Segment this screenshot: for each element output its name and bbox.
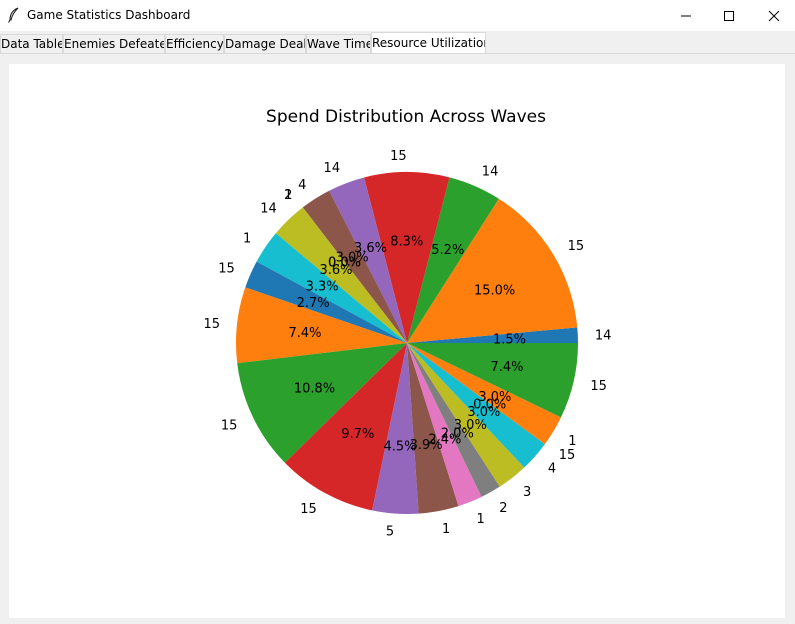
slice-label: 1 [284,188,292,203]
slice-percent-label: 3.0% [478,390,511,405]
pie-slice [407,343,459,514]
pie-slice [329,177,407,343]
slice-percent-label: 0.0% [328,256,361,271]
pie-slice [407,343,578,418]
pie-slice [407,198,578,343]
tab-bar: Data Table Enemies Defeated Efficiency D… [0,31,795,54]
slice-percent-label: 2.4% [428,432,461,447]
pie-slice [407,343,561,445]
slice-label: 1 [477,512,485,527]
tab-divider [0,53,795,54]
tab-damage-dealt[interactable]: Damage Dealt [224,34,306,54]
slice-label: 2 [499,501,507,516]
slice-label: 5 [386,525,394,540]
slice-percent-label: 0.0% [328,256,361,271]
pie-slice [275,207,407,343]
pie-slice [235,287,407,364]
pie-chart: Spend Distribution Across Waves 141.5%15… [203,107,611,540]
pie-slice [364,171,450,343]
pie-slice [407,343,500,497]
pie-slice [256,233,407,343]
slice-label: 1 [243,231,251,246]
pie-slice [407,343,525,487]
slice-label: 15 [568,239,585,254]
minimize-icon [681,15,691,17]
slice-percent-label: 10.8% [294,381,335,396]
pie-slice [407,177,499,343]
pie-slices [235,171,578,515]
maximize-button[interactable] [706,0,752,31]
pie-slice [284,343,407,511]
slice-label: 14 [595,328,612,343]
slice-percent-label: 3.0% [467,405,500,420]
slice-label: 15 [590,379,607,394]
tab-resource-utilization[interactable]: Resource Utilization [371,32,486,54]
pie-slice [302,190,407,343]
tab-data-table[interactable]: Data Table [0,34,63,54]
slice-percent-label: 7.4% [490,360,523,375]
slice-label: 15 [390,149,407,164]
slice-percent-label: 3.6% [354,241,387,256]
pie-slice [407,343,545,468]
slice-percent-label: 2.7% [297,296,330,311]
slice-percent-label: 8.3% [390,234,423,249]
chart-figure: Spend Distribution Across Waves 14 1.5% 15… [9,64,785,618]
slice-label: 4 [298,178,306,193]
close-icon [768,10,780,22]
slice-percent-label: 3.3% [306,279,339,294]
slice-percent-label: 1.5% [493,332,526,347]
tab-efficiency[interactable]: Efficiency [165,34,224,54]
slice-percent-label: 5.2% [431,243,464,258]
slice-percent-label: 9.7% [341,427,374,442]
slice-percent-label: 3.6% [319,263,352,278]
slice-label: 15 [559,448,576,463]
pie-slice [407,327,578,343]
slice-percent-label: 3.0% [454,418,487,433]
slice-percent-label: 4.5% [383,439,416,454]
slice-label: 1 [442,522,450,537]
pie-labels: 141.5%1515.0%145.2%158.3%143.6%43.0%20.0… [203,149,611,540]
slice-label: 15 [300,502,317,517]
slice-label: 4 [548,462,556,477]
slice-label: 14 [260,201,277,216]
slice-label: 15 [221,418,238,433]
tab-wave-time[interactable]: Wave Time [306,34,371,54]
slice-percent-label: 3.0% [336,250,369,265]
tab-enemies-defeated[interactable]: Enemies Defeated [63,34,165,54]
slice-label: 15 [218,261,235,276]
slice-label: 14 [482,164,499,179]
pie-slice [237,343,407,463]
slice-label: 3 [523,485,531,500]
slice-percent-label: 2.0% [441,426,474,441]
slice-label: 1 [568,434,576,449]
title-bar: Game Statistics Dashboard [0,0,795,31]
slice-percent-label: 7.4% [288,326,321,341]
feather-icon [8,7,19,23]
slice-percent-label: 0.0% [473,398,506,413]
maximize-icon [724,11,734,21]
slice-percent-label: 3.9% [410,438,443,453]
pie-slice [245,261,407,343]
pie-slice [372,343,419,515]
slice-percent-label: 15.0% [474,284,515,299]
pie-slice [407,343,482,507]
close-button[interactable] [751,0,795,31]
slice-label: 15 [203,317,220,332]
chart-title: Spend Distribution Across Waves [266,107,546,127]
minimize-button[interactable] [663,0,709,31]
slice-label: 2 [284,188,292,203]
window-title: Game Statistics Dashboard [27,8,191,22]
slice-label: 14 [324,161,341,176]
